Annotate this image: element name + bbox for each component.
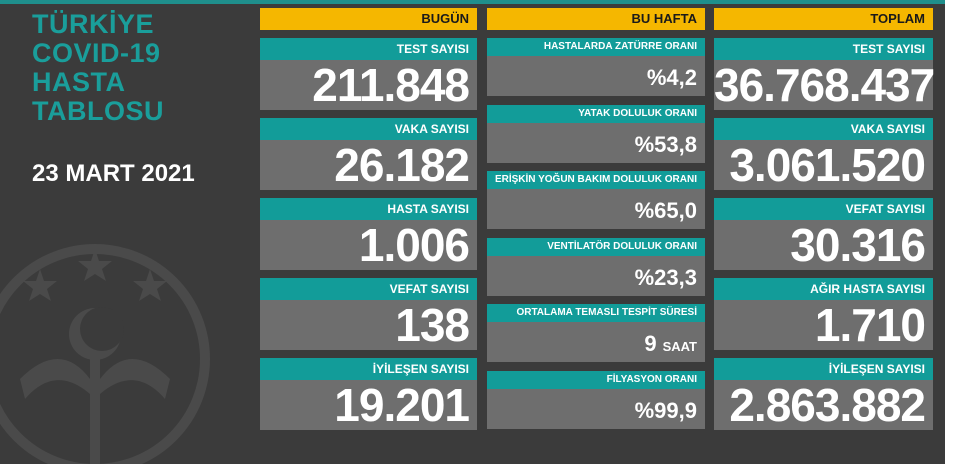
value-text: 30.316: [790, 219, 926, 271]
card-value: 1.006: [260, 220, 477, 270]
value-text: 1.710: [814, 299, 926, 351]
card-label: AĞIR HASTA SAYISI: [714, 278, 933, 300]
title-line: COVID-19: [32, 38, 161, 68]
card-label: VAKA SAYISI: [714, 118, 933, 140]
card-label: FİLYASYON ORANI: [487, 370, 705, 389]
value-text: %99,9: [634, 397, 697, 423]
card-label: VEFAT SAYISI: [714, 198, 933, 220]
column-heading: TOPLAM: [714, 8, 933, 30]
card-value: %23,3: [487, 255, 705, 296]
title: TÜRKİYE COVID-19 HASTA TABLOSU: [32, 10, 164, 126]
value-text: 3.061.520: [729, 139, 926, 191]
emblem: [0, 244, 210, 464]
card-value: 36.768.437: [714, 59, 935, 111]
column-heading: BU HAFTA: [487, 8, 705, 30]
card-value: 2.863.882: [714, 380, 933, 430]
card-value: 30.316: [714, 220, 933, 270]
card-value: 9 SAAT: [487, 322, 705, 362]
card-label: HASTALARDA ZATÜRRE ORANI: [487, 38, 705, 56]
card-label: ORTALAMA TEMASLI TESPİT SÜRESİ: [487, 304, 705, 322]
value-text: %4,2: [646, 65, 697, 90]
card-value: 3.061.520: [714, 140, 933, 190]
value-text: 36.768.437: [714, 59, 935, 111]
card-label: HASTA SAYISI: [260, 198, 477, 220]
card-label: TEST SAYISI: [714, 38, 933, 60]
value-text: %53,8: [634, 131, 697, 157]
card-label: VENTİLATÖR DOLULUK ORANI: [487, 237, 705, 256]
value-text: %23,3: [634, 264, 697, 290]
value-unit: SAAT: [662, 339, 697, 354]
card-value: %53,8: [487, 122, 705, 163]
card-value: %65,0: [487, 189, 705, 229]
card-value: 211.848: [260, 60, 477, 110]
date: 23 MART 2021: [32, 160, 195, 187]
value-text: 26.182: [334, 139, 470, 191]
card-value: 19.201: [260, 380, 477, 430]
card-label: VAKA SAYISI: [260, 118, 477, 140]
board: TÜRKİYE COVID-19 HASTA TABLOSU 23 MART 2021…: [0, 0, 945, 464]
card-label: ERİŞKİN YOĞUN BAKIM DOLULUK ORANI: [487, 171, 705, 189]
title-line: TÜRKİYE: [32, 9, 155, 39]
card-value: 1.710: [714, 300, 933, 350]
card-label: VEFAT SAYISI: [260, 278, 477, 300]
value-text: 1.006: [358, 219, 470, 271]
card-value: 26.182: [260, 140, 477, 190]
card-label: İYİLEŞEN SAYISI: [260, 358, 477, 380]
value-text: 211.848: [312, 59, 470, 111]
card-value: 138: [260, 300, 477, 350]
card-label: YATAK DOLULUK ORANI: [487, 104, 705, 123]
column-heading: BUGÜN: [260, 8, 477, 30]
card-value: %99,9: [487, 388, 705, 429]
card-value: %4,2: [487, 56, 705, 96]
value-text: %65,0: [634, 198, 697, 223]
title-line: TABLOSU: [32, 96, 164, 126]
value-text: 138: [395, 299, 470, 351]
title-line: HASTA: [32, 67, 126, 97]
value-text: 9: [644, 331, 657, 356]
value-text: 19.201: [334, 379, 470, 431]
value-text: 2.863.882: [729, 379, 926, 431]
card-label: İYİLEŞEN SAYISI: [714, 358, 933, 380]
card-label: TEST SAYISI: [260, 38, 477, 60]
